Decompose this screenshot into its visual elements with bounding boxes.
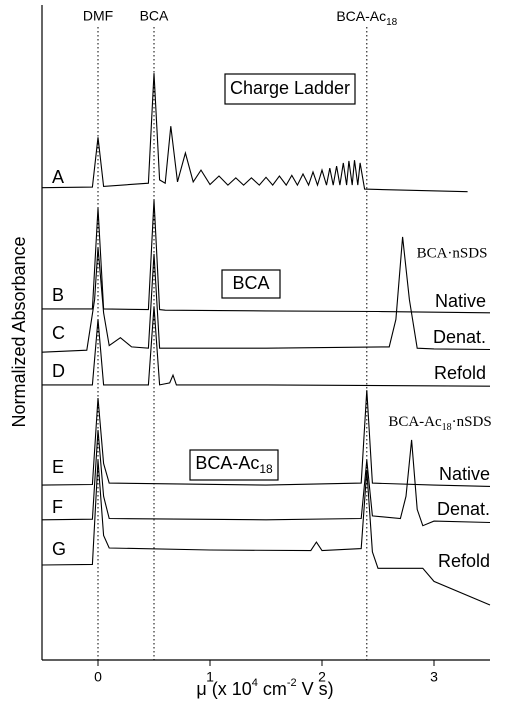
trace xyxy=(42,200,491,314)
trace xyxy=(41,390,491,487)
label-box xyxy=(224,73,356,105)
x-label-sup: 4 xyxy=(252,677,258,689)
condition-label: Denat. xyxy=(433,327,486,347)
x-label-part: μ (x 10 xyxy=(196,679,251,699)
trace-label: F xyxy=(52,497,63,517)
trace xyxy=(41,430,491,527)
x-label-sup: -2 xyxy=(287,677,297,689)
reference-label-sub: 18 xyxy=(386,17,398,28)
label-box xyxy=(189,449,279,481)
trace-label: C xyxy=(52,323,65,343)
trace-label: G xyxy=(52,539,66,559)
trace xyxy=(41,236,491,353)
trace xyxy=(41,73,468,193)
condition-label: Refold xyxy=(438,551,490,571)
trace xyxy=(42,306,491,387)
x-tick-label: 2 xyxy=(318,669,326,685)
box-label-part: BCA-Ac xyxy=(195,453,259,473)
reference-label: DMF xyxy=(83,8,113,24)
x-axis-label: μ (x 104 cm-2 V s) xyxy=(196,677,333,699)
annotation-part: ·nSDS xyxy=(452,414,492,430)
trace-label: E xyxy=(52,457,64,477)
y-axis-label: Normalized Absorbance xyxy=(9,236,29,427)
condition-label: Denat. xyxy=(437,499,490,519)
box-label-sub: 18 xyxy=(259,462,273,476)
annotation: BCA-Ac18·nSDS xyxy=(388,414,491,433)
box-label: BCA-Ac18 xyxy=(195,453,273,476)
reference-label-part: BCA-Ac xyxy=(336,8,386,24)
x-tick-label: 1 xyxy=(206,669,214,685)
x-tick-label: 3 xyxy=(430,669,438,685)
x-label-part: cm xyxy=(258,679,287,699)
x-label-part: V s) xyxy=(297,679,334,699)
trace xyxy=(41,460,491,606)
trace-label: B xyxy=(52,285,64,305)
condition-label: Refold xyxy=(434,363,486,383)
condition-label: Native xyxy=(435,291,486,311)
annotation-part: BCA-Ac xyxy=(388,414,442,430)
box-label: BCA xyxy=(232,273,269,293)
reference-label: BCA-Ac18 xyxy=(336,8,397,28)
annotation: BCA·nSDS xyxy=(417,245,488,261)
trace-label: A xyxy=(52,167,64,187)
reference-label: BCA xyxy=(140,8,169,24)
box-label: Charge Ladder xyxy=(230,78,350,98)
annotation-sub: 18 xyxy=(442,422,452,433)
condition-label: Native xyxy=(439,464,490,484)
label-box xyxy=(221,269,281,299)
trace-label: D xyxy=(52,361,65,381)
x-tick-label: 0 xyxy=(94,669,102,685)
